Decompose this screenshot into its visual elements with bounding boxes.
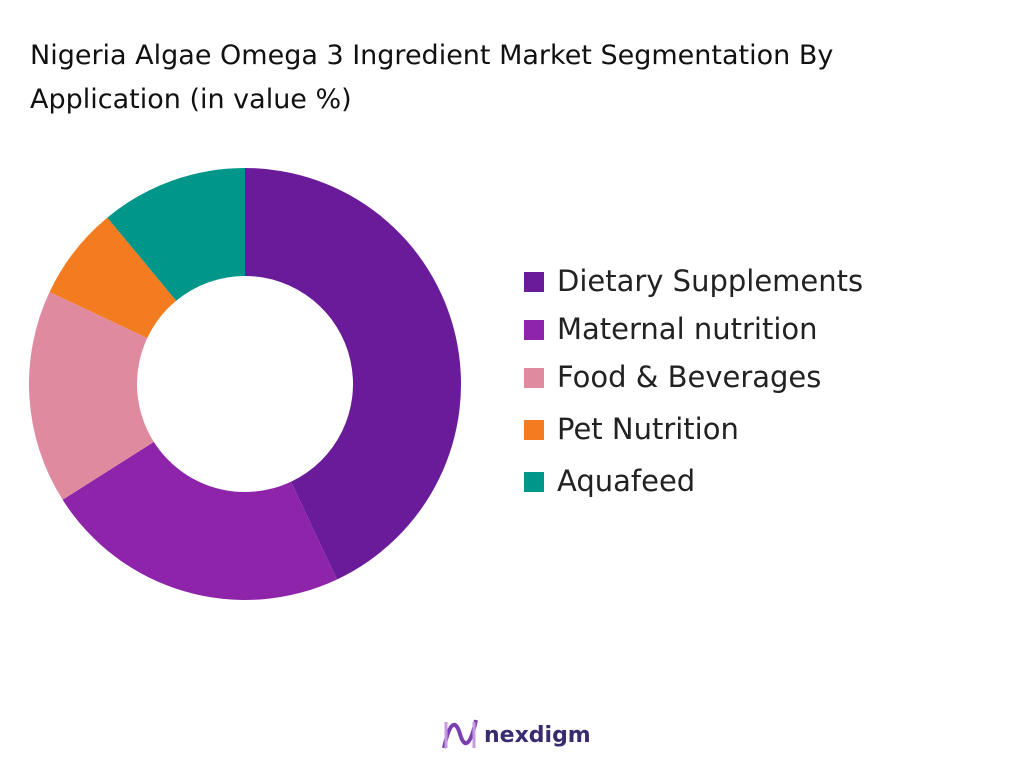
donut-slice xyxy=(245,168,462,580)
chart-title-line-1: Nigeria Algae Omega 3 Ingredient Market … xyxy=(30,40,833,71)
donut-slice xyxy=(107,168,245,301)
legend-swatch xyxy=(524,472,544,492)
legend-label: Aquafeed xyxy=(557,464,695,498)
logo-icon xyxy=(442,719,478,749)
legend-swatch xyxy=(524,320,544,340)
chart-title-line-2: Application (in value %) xyxy=(30,84,352,115)
legend-swatch xyxy=(524,368,544,388)
legend-label: Pet Nutrition xyxy=(557,412,739,446)
legend-label: Dietary Supplements xyxy=(557,264,863,298)
legend-swatch xyxy=(524,272,544,292)
donut-slice xyxy=(49,217,177,339)
logo-text: nexdigm xyxy=(484,723,591,748)
legend-label: Maternal nutrition xyxy=(557,312,818,346)
donut-slice xyxy=(28,292,154,500)
legend-swatch xyxy=(524,420,544,440)
legend-label: Food & Beverages xyxy=(557,360,821,394)
donut-slice xyxy=(62,441,337,600)
